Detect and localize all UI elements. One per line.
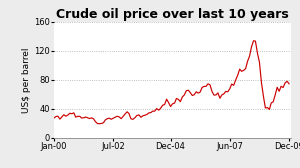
Title: Crude oil price over last 10 years: Crude oil price over last 10 years (56, 8, 289, 21)
Y-axis label: US$ per barrel: US$ per barrel (22, 47, 31, 113)
